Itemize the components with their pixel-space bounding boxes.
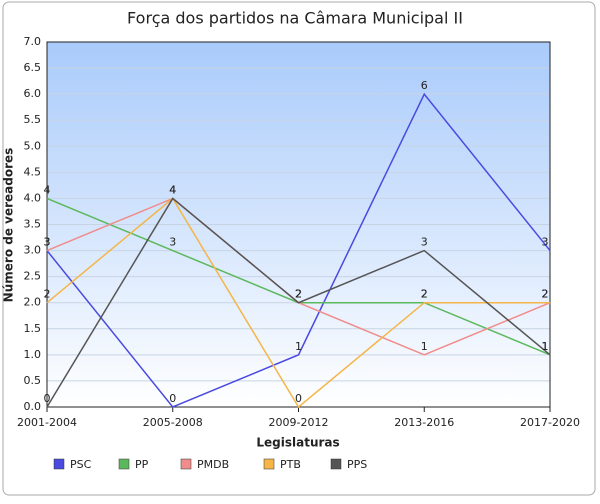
data-label: 3 — [421, 236, 428, 249]
data-label: 2 — [421, 288, 428, 301]
data-label: 4 — [169, 183, 176, 196]
data-label: 4 — [169, 183, 176, 196]
y-tick-label: 0.0 — [24, 400, 42, 413]
data-label: 4 — [44, 183, 51, 196]
data-label: 1 — [421, 340, 428, 353]
chart-title: Força dos partidos na Câmara Municipal I… — [127, 9, 463, 28]
legend-swatch — [53, 458, 65, 470]
legend-label: PMDB — [197, 458, 229, 471]
data-label: 3 — [44, 236, 51, 249]
y-tick-label: 2.5 — [24, 270, 42, 283]
y-tick-label: 4.0 — [24, 191, 42, 204]
legend-label: PSC — [70, 458, 92, 471]
y-tick-label: 0.5 — [24, 374, 42, 387]
x-tick-label: 2017-2020 — [520, 416, 580, 429]
data-label: 2 — [44, 288, 51, 301]
x-axis-title: Legislaturas — [256, 436, 339, 450]
data-label: 2 — [295, 288, 302, 301]
data-label: 0 — [44, 392, 51, 405]
data-label: 1 — [295, 340, 302, 353]
data-label: 6 — [421, 79, 428, 92]
data-label: 2 — [295, 288, 302, 301]
legend-swatch — [330, 458, 342, 470]
y-tick-label: 1.0 — [24, 348, 42, 361]
data-label: 4 — [169, 183, 176, 196]
series-line — [46, 197, 550, 409]
data-label: 3 — [44, 236, 51, 249]
data-label: 2 — [542, 288, 549, 301]
y-tick-label: 7.0 — [24, 35, 42, 48]
legend-label: PPS — [347, 458, 367, 471]
x-tick-label: 2005-2008 — [143, 416, 203, 429]
y-tick-label: 6.0 — [24, 87, 42, 100]
y-tick-label: 6.5 — [24, 61, 42, 74]
data-label: 1 — [542, 340, 549, 353]
data-label: 2 — [421, 288, 428, 301]
data-label: 3 — [169, 236, 176, 249]
y-axis-title: Número de vereadores — [2, 148, 16, 303]
legend-swatch — [118, 458, 130, 470]
y-tick-label: 4.5 — [24, 165, 42, 178]
y-tick-label: 3.5 — [24, 218, 42, 231]
x-tick-label: 2009-2012 — [269, 416, 329, 429]
data-label: 2 — [542, 288, 549, 301]
data-label: 0 — [295, 392, 302, 405]
y-tick-label: 5.0 — [24, 139, 42, 152]
y-tick-label: 2.0 — [24, 296, 42, 309]
y-tick-label: 1.5 — [24, 322, 42, 335]
y-tick-label: 3.0 — [24, 244, 42, 257]
legend-swatch — [263, 458, 275, 470]
x-tick-label: 2013-2016 — [394, 416, 454, 429]
y-tick-label: 5.5 — [24, 113, 42, 126]
legend-label: PTB — [280, 458, 301, 471]
data-label: 1 — [542, 340, 549, 353]
series-line — [46, 92, 551, 408]
legend-label: PP — [135, 458, 149, 471]
legend-swatch — [180, 458, 192, 470]
series-line — [46, 197, 551, 408]
data-label: 2 — [295, 288, 302, 301]
data-label: 0 — [169, 392, 176, 405]
x-tick-label: 2001-2004 — [17, 416, 77, 429]
data-label: 3 — [542, 236, 549, 249]
